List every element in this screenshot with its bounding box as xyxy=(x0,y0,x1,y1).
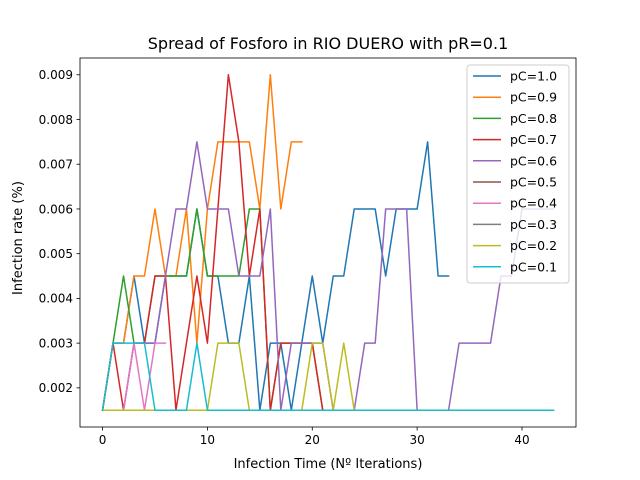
x-tick-label-4: 40 xyxy=(514,433,529,447)
plot-area xyxy=(101,74,555,412)
y-tick-label-0: 0.002 xyxy=(39,381,73,395)
chart-title: Spread of Fosforo in RIO DUERO with pR=0… xyxy=(148,34,509,53)
legend-label-6: pC=0.4 xyxy=(510,196,557,211)
legend-label-2: pC=0.8 xyxy=(510,111,557,126)
y-tick-label-6: 0.008 xyxy=(39,113,73,127)
legend-label-4: pC=0.6 xyxy=(510,153,557,168)
y-tick-label-7: 0.009 xyxy=(39,68,73,82)
legend-box xyxy=(466,64,570,284)
legend-label-5: pC=0.5 xyxy=(510,175,557,190)
legend: pC=1.0 pC=0.9 pC=0.8 pC=0.7 pC=0.6 pC=0.5 pC=0… xyxy=(466,64,570,284)
y-tick-label-2: 0.004 xyxy=(39,292,73,306)
x-tick-label-3: 30 xyxy=(409,433,424,447)
legend-label-3: pC=0.7 xyxy=(510,132,557,147)
axes-frame xyxy=(79,57,577,428)
y-tick-label-4: 0.006 xyxy=(39,202,73,216)
legend-label-0: pC=1.0 xyxy=(510,69,557,84)
legend-label-7: pC=0.3 xyxy=(510,217,557,232)
axes: 0 10 20 30 40 0.002 0.003 0.004 0.005 0.006 0.007 0… xyxy=(39,57,577,447)
series-line-8 xyxy=(101,342,376,411)
x-tick-label-1: 10 xyxy=(200,433,215,447)
legend-label-1: pC=0.9 xyxy=(510,90,557,105)
series-line-9 xyxy=(101,342,555,412)
series-line-1 xyxy=(101,74,303,412)
x-tick-label-2: 20 xyxy=(305,433,320,447)
y-tick-label-5: 0.007 xyxy=(39,158,73,172)
y-axis-label: Infection rate (%) xyxy=(11,181,26,295)
legend-label-8: pC=0.2 xyxy=(510,238,557,253)
x-axis-label: Infection Time (Nº Iterations) xyxy=(234,457,423,472)
legend-label-9: pC=0.1 xyxy=(510,259,557,274)
y-tick-label-1: 0.003 xyxy=(39,336,73,350)
y-tick-label-3: 0.005 xyxy=(39,247,73,261)
x-tick-label-0: 0 xyxy=(99,433,107,447)
